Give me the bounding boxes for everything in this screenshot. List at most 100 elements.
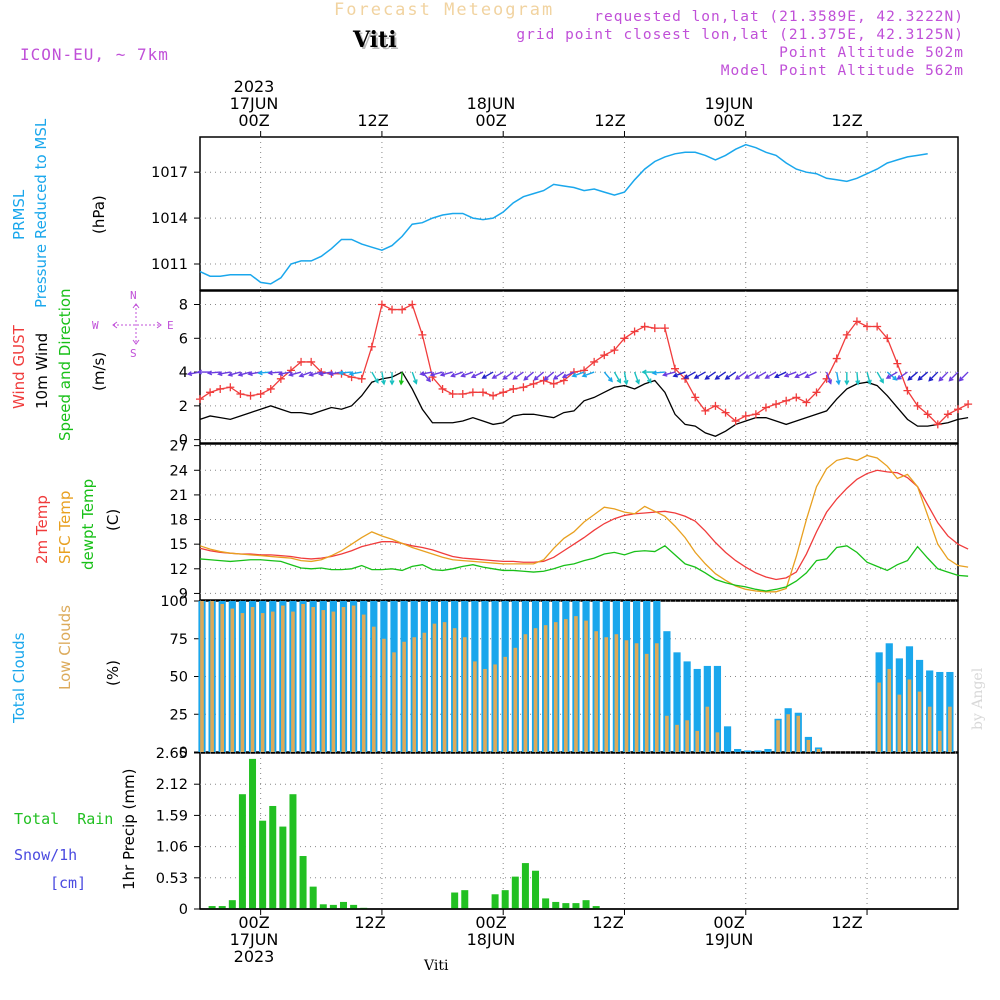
- low-clouds-bar: [361, 614, 366, 752]
- gust-marker: [620, 334, 629, 343]
- bottom-time-label: 12Z: [354, 913, 386, 932]
- wind-arrow-head: [512, 375, 518, 380]
- y-tick-label: 2: [179, 399, 188, 415]
- rain-legend: Total Rain: [14, 810, 114, 828]
- rain-bar: [259, 820, 267, 909]
- gust-marker: [711, 401, 720, 410]
- footer-station: Viti: [424, 958, 449, 974]
- gust-marker: [388, 305, 397, 314]
- wind-direction-arrow: [258, 371, 271, 374]
- rain-bar: [552, 901, 560, 909]
- wind-direction-arrow: [582, 371, 595, 377]
- wind-arrow-head: [835, 379, 841, 386]
- wind-arrow-head: [623, 379, 629, 386]
- gust-line: [199, 303, 969, 426]
- wind-direction-arrow: [440, 371, 453, 376]
- model-name: ICON-EU, ~ 7km: [20, 45, 169, 64]
- low-clouds-bar: [452, 628, 457, 752]
- gust-marker: [196, 395, 204, 404]
- wind-arrow-head: [844, 380, 850, 386]
- wind-arrow-head: [481, 374, 487, 379]
- low-clouds-bar: [806, 739, 811, 752]
- gust-marker: [650, 324, 659, 333]
- gust-marker: [610, 346, 619, 355]
- low-clouds-bar: [614, 634, 619, 752]
- gust-marker: [721, 408, 730, 417]
- low-clouds-bar: [543, 625, 548, 752]
- gust-marker: [246, 391, 255, 400]
- rain-bar: [269, 805, 277, 909]
- wind-speed-line: [199, 371, 969, 437]
- wind-direction-arrow: [371, 371, 379, 383]
- gust-marker: [792, 393, 801, 402]
- wind-arrow-head: [288, 371, 294, 377]
- wind-arrow-head: [693, 374, 699, 379]
- wind-direction-arrow: [411, 371, 418, 384]
- low-clouds-bar: [412, 637, 417, 752]
- rain-bar: [279, 826, 287, 909]
- wind-arrow-head: [429, 371, 436, 377]
- wind-arrow-head: [635, 379, 640, 385]
- wind-arrow-head: [672, 372, 678, 378]
- pressure-panel: 1011 1014 1017: [151, 131, 959, 291]
- low-clouds-bar: [917, 691, 922, 752]
- low-clouds-bar: [523, 634, 528, 752]
- gust-marker: [863, 322, 872, 331]
- low-clouds-bar: [291, 611, 295, 752]
- low-clouds-bar: [685, 720, 689, 752]
- low-clouds-bar: [584, 620, 588, 752]
- gust-marker: [499, 388, 508, 397]
- wind-arrow-head: [328, 371, 334, 377]
- wind-direction-arrow: [349, 371, 362, 375]
- wind-arrow-head: [938, 376, 944, 382]
- top-time-label: 18JUN 00Z: [466, 94, 516, 130]
- wind-arrow-head: [907, 375, 913, 381]
- wind-arrow-head: [277, 371, 284, 377]
- low-clouds-bar: [372, 626, 376, 752]
- wind-direction-arrow: [503, 371, 514, 380]
- y-tick-label: 8: [179, 298, 188, 314]
- wind-arrow-head: [389, 380, 395, 386]
- wind-arrow-head: [318, 371, 324, 377]
- wind-arrow-head: [607, 377, 613, 383]
- rain-bar: [319, 904, 327, 909]
- y-tick-label: 24: [170, 463, 188, 479]
- bottom-time-label: 00Z 17JUN 2023: [229, 913, 279, 966]
- gust-marker: [954, 405, 962, 414]
- wind-direction-arrow: [735, 371, 747, 380]
- wind-direction-arrow: [339, 371, 352, 374]
- wind-direction-arrow: [492, 371, 504, 379]
- low-clouds-bar: [301, 604, 305, 752]
- total-clouds-bar: [936, 671, 944, 752]
- wind-direction-arrow: [652, 371, 665, 374]
- compass-arrows-icon: [112, 303, 162, 345]
- wind-arrow-head: [470, 373, 477, 379]
- gust-marker: [206, 388, 215, 397]
- low-clouds-bar: [695, 730, 700, 752]
- total-clouds-bar: [764, 748, 772, 752]
- wind-arrow-head: [744, 374, 750, 379]
- panel-frame: [199, 443, 959, 601]
- wind-arrow-head: [298, 372, 304, 378]
- gust-marker: [600, 351, 609, 360]
- wind-direction-arrow: [533, 371, 545, 381]
- meteogram-title: Forecast Meteogram: [334, 0, 555, 20]
- gust-marker: [438, 384, 447, 393]
- wind-arrow-head: [552, 375, 559, 380]
- wind-arrow-head: [794, 373, 800, 379]
- y-tick-label: 1011: [151, 257, 188, 273]
- gust-marker: [590, 357, 599, 366]
- wind-direction-arrow: [663, 371, 676, 376]
- low-clouds-bar: [705, 706, 710, 752]
- wind-direction-arrow: [928, 371, 939, 382]
- gust-marker: [509, 384, 518, 393]
- rain-bar: [521, 863, 529, 909]
- wind-direction-arrow: [381, 371, 385, 385]
- gust-marker: [549, 379, 558, 388]
- low-clouds-bar: [816, 748, 821, 752]
- bottom-time-label: 00Z 19JUN: [704, 913, 754, 949]
- sfc-temp-line: [199, 454, 969, 593]
- wind-arrow-head: [783, 372, 790, 378]
- gust-marker: [812, 388, 821, 397]
- top-time-label: 19JUN 00Z: [704, 94, 754, 130]
